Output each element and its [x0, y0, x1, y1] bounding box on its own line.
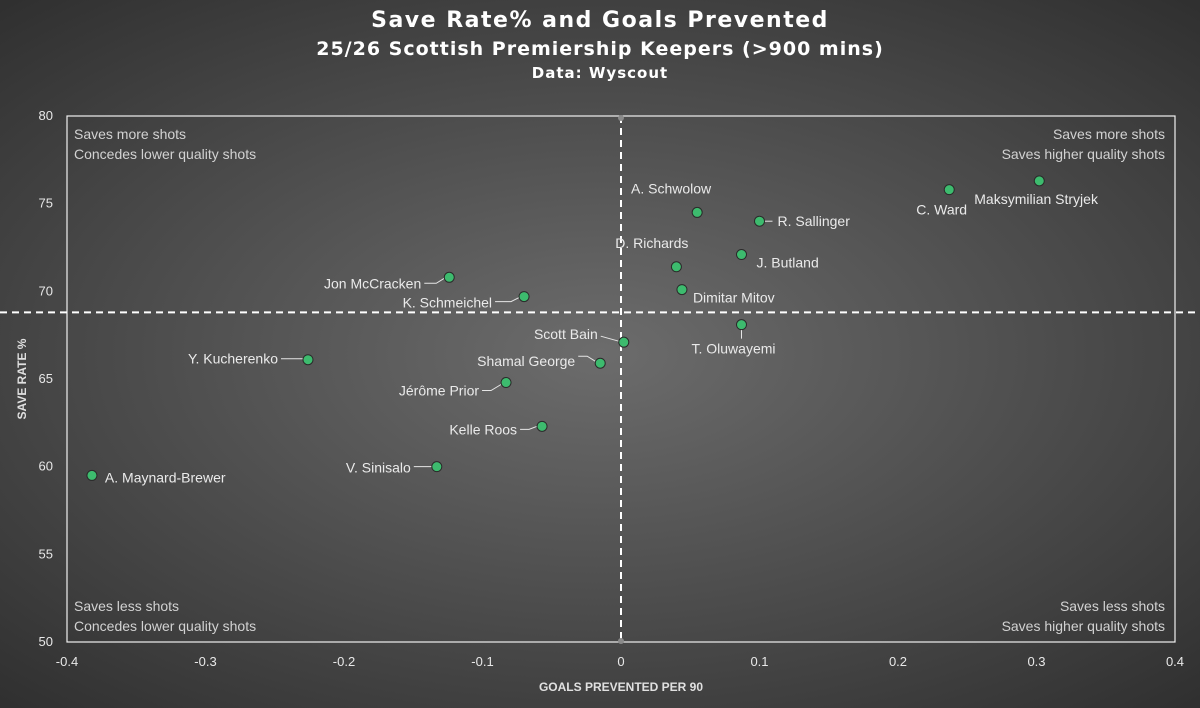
point-label-c-ward: C. Ward [916, 202, 967, 218]
point-label-dimitar-mitov: Dimitar Mitov [693, 290, 775, 306]
y-tick-label: 50 [39, 634, 53, 649]
point-labels: Maksymilian Stryjek C. Ward A. Schwolow R. … [105, 180, 1099, 485]
leader-line-kelle-roos [520, 425, 538, 430]
x-tick-label: 0.4 [1166, 654, 1184, 669]
leader-line-jon-mccracken [424, 277, 445, 284]
point-y-kucherenko [302, 354, 314, 366]
y-tick-label: 70 [39, 283, 53, 298]
chart-title: Save Rate% and Goals Prevented [371, 8, 829, 33]
point-label-v-sinisalo: V. Sinisalo [346, 460, 411, 476]
axis-ticks: -0.4 -0.3 -0.2 -0.1 0 0.1 0.2 0.3 0.4 50 55 60 65 70 7… [39, 108, 1185, 669]
point-v-sinisalo [431, 461, 443, 473]
y-tick-label: 60 [39, 459, 53, 474]
leader-line-k-schmeichel [495, 297, 520, 303]
point-label-maksymilian-stryjek: Maksymilian Stryjek [974, 191, 1099, 207]
x-tick-label: 0 [617, 654, 624, 669]
point-dimitar-mitov [676, 284, 688, 296]
reference-lines [0, 115, 1200, 644]
point-label-a-maynard-brewer: A. Maynard-Brewer [105, 469, 226, 485]
chart-subtitle: 25/26 Scottish Premiership Keepers (>900… [316, 38, 884, 60]
y-axis-title: SAVE RATE % [15, 338, 29, 419]
leader-line-scott-bain [600, 335, 619, 342]
point-jon-mccracken [443, 271, 455, 283]
quadrant-label-bottom-left: Concedes lower quality shots [74, 618, 256, 634]
point-label-a-schwolow: A. Schwolow [631, 180, 712, 196]
point-t-oluwayemi [735, 319, 747, 331]
point-r-sallinger [754, 215, 765, 227]
point-label-j-butland: J. Butland [756, 255, 818, 271]
point-label-r-sallinger: R. Sallinger [778, 213, 851, 229]
quadrant-labels: Saves more shots Concedes lower quality s… [74, 126, 1165, 634]
y-tick-label: 55 [39, 546, 53, 561]
point-a-schwolow [691, 206, 703, 218]
point-shamal-george [594, 357, 606, 369]
x-axis-title: GOALS PREVENTED PER 90 [539, 680, 703, 694]
point-label-t-oluwayemi: T. Oluwayemi [691, 341, 775, 357]
x-tick-label: -0.1 [471, 654, 493, 669]
x-tick-label: 0.1 [750, 654, 768, 669]
point-label-jerome-prior: Jérôme Prior [399, 383, 479, 399]
data-points [86, 175, 1045, 481]
reference-line-end [618, 115, 624, 121]
quadrant-label-top-left: Concedes lower quality shots [74, 146, 256, 162]
point-label-scott-bain: Scott Bain [534, 326, 598, 342]
x-tick-label: 0.3 [1027, 654, 1045, 669]
y-tick-label: 80 [39, 108, 53, 123]
leader-line-jerome-prior [482, 384, 502, 392]
quadrant-label-top-right: Saves more shots [1053, 126, 1165, 142]
quadrant-label-top-right: Saves higher quality shots [1002, 146, 1165, 162]
point-c-ward [943, 184, 955, 196]
label-leaders [280, 220, 773, 468]
quadrant-label-top-left: Saves more shots [74, 126, 186, 142]
point-j-butland [735, 249, 747, 261]
point-scott-bain [618, 336, 630, 348]
quadrant-label-bottom-right: Saves less shots [1060, 598, 1165, 614]
x-tick-label: -0.4 [56, 654, 78, 669]
quadrant-label-bottom-right: Saves higher quality shots [1002, 618, 1165, 634]
point-maksymilian-stryjek [1033, 175, 1045, 187]
y-tick-label: 65 [39, 371, 53, 386]
y-tick-label: 75 [39, 196, 53, 211]
quadrant-label-bottom-left: Saves less shots [74, 598, 179, 614]
chart-titles: Save Rate% and Goals Prevented 25/26 Sco… [0, 6, 1200, 84]
point-d-richards [670, 261, 682, 273]
point-label-kelle-roos: Kelle Roos [449, 421, 517, 437]
x-tick-label: 0.2 [889, 654, 907, 669]
point-label-shamal-george: Shamal George [477, 353, 575, 369]
point-label-jon-mccracken: Jon McCracken [324, 275, 421, 291]
point-k-schmeichel [518, 291, 530, 303]
point-label-y-kucherenko: Y. Kucherenko [188, 351, 278, 367]
reference-line-end [618, 638, 624, 644]
point-jerome-prior [500, 377, 512, 389]
point-kelle-roos [536, 420, 548, 432]
chart-source: Data: Wyscout [531, 64, 669, 82]
point-label-d-richards: D. Richards [615, 235, 688, 251]
x-tick-label: -0.3 [194, 654, 216, 669]
x-tick-label: -0.2 [333, 654, 355, 669]
point-label-k-schmeichel: K. Schmeichel [403, 295, 492, 311]
point-a-maynard-brewer [86, 469, 98, 481]
leader-line-shamal-george [578, 355, 596, 362]
